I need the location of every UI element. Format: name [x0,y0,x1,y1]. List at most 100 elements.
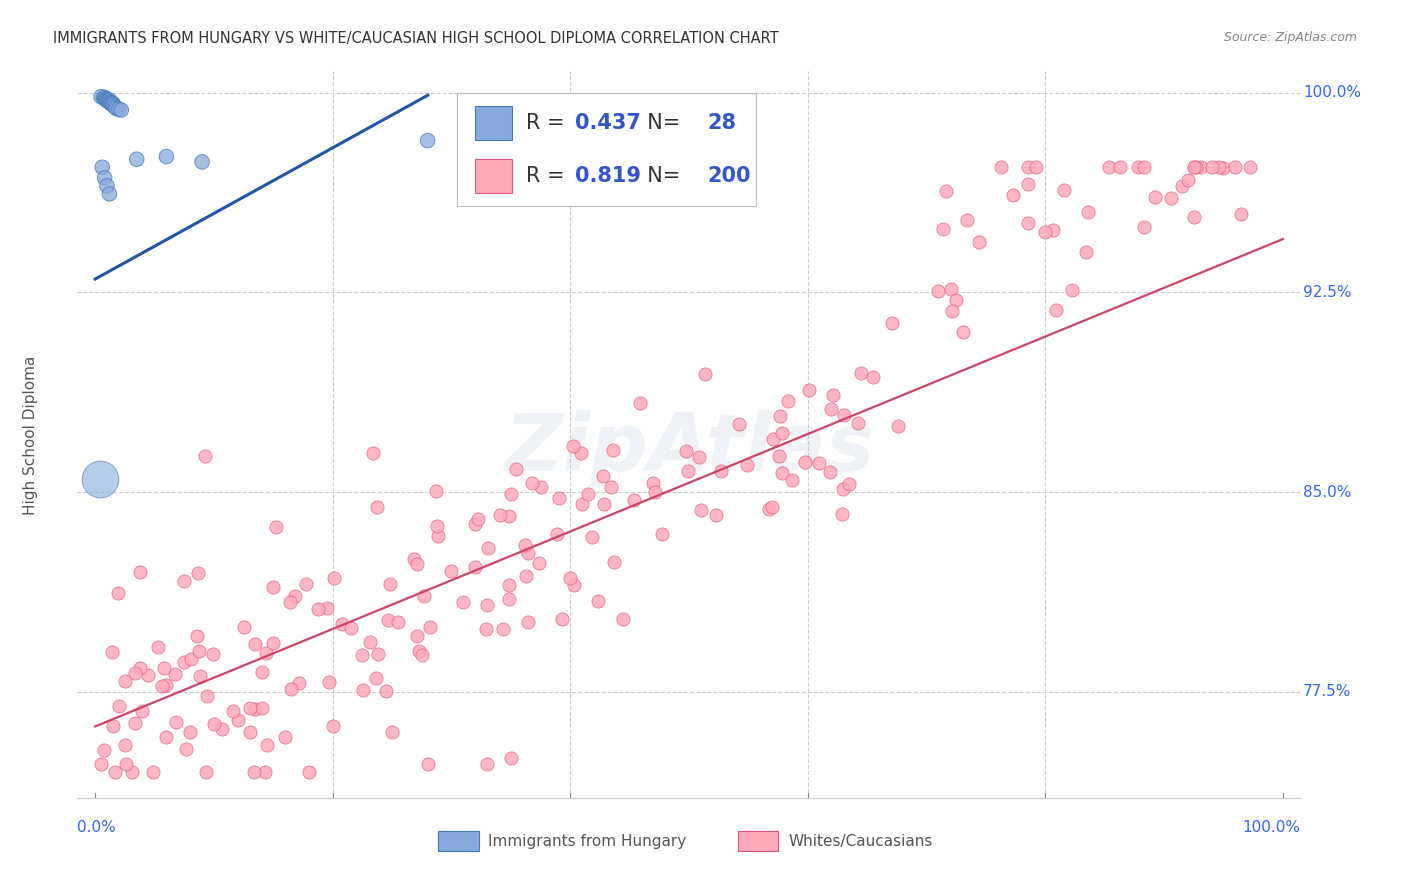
Bar [738,831,779,851]
Point [155,678,177,692]
Point [202,716,225,731]
FancyBboxPatch shape [457,93,756,206]
Point [939,282,962,296]
Point [776,394,799,409]
Point [129,566,152,580]
Point [498,591,520,606]
Point [1045,303,1067,318]
Point [477,541,499,555]
Point [98,186,121,201]
Point [769,409,792,423]
Point [475,622,498,636]
Point [547,491,569,505]
Point [440,565,463,579]
Point [1177,173,1199,187]
Point [107,586,129,600]
Point [105,102,128,116]
Point [475,756,498,771]
Point [146,640,169,654]
Text: N=: N= [634,113,688,133]
Point [451,595,474,609]
Point [492,623,515,637]
Point [1230,207,1253,221]
Point [174,742,197,756]
Point [406,557,429,571]
Point [612,612,634,626]
Point [1182,160,1205,174]
Point [887,418,910,433]
Point [1160,191,1182,205]
Point [155,150,177,164]
Point [780,473,803,487]
Point [142,764,165,779]
Point [520,476,543,491]
Point [91,160,114,174]
Point [98,93,121,107]
Point [103,764,125,779]
Point [284,589,307,603]
Point [688,450,710,464]
Text: N=: N= [634,166,688,186]
Point [576,487,599,501]
Point [114,757,136,772]
Point [256,738,278,752]
Point [425,483,447,498]
Point [602,443,624,458]
Point [628,395,651,409]
Point [295,577,318,591]
Point [592,469,614,483]
Point [173,574,195,588]
Point [1182,210,1205,224]
Point [90,756,112,771]
Point [499,487,522,501]
Point [1042,223,1064,237]
Text: Source: ZipAtlas.com: Source: ZipAtlas.com [1223,31,1357,45]
Point [735,458,758,473]
Point [153,661,176,675]
Point [387,615,409,629]
Point [1133,220,1156,235]
Point [274,730,297,744]
Point [427,529,450,543]
Point [945,293,967,308]
Bar [439,831,478,851]
Text: High School Diploma: High School Diploma [24,355,38,515]
Point [194,449,217,463]
Point [1133,160,1156,174]
Point [498,577,520,591]
Point [307,602,329,616]
Point [173,656,195,670]
Point [1033,225,1056,239]
Point [90,89,112,103]
Point [378,577,401,591]
Point [89,472,111,486]
Point [330,617,353,632]
Point [211,722,233,736]
Point [1126,160,1149,174]
Point [238,701,260,715]
Point [94,92,117,106]
Point [1002,188,1025,202]
Point [98,95,121,109]
Point [180,652,202,666]
Text: R =: R = [526,113,571,133]
Point [136,667,159,681]
Point [195,690,218,704]
Point [322,719,344,733]
Point [377,613,399,627]
Point [517,615,540,629]
Point [1025,160,1047,174]
Point [114,738,136,752]
Point [222,705,245,719]
Point [728,417,751,432]
Point [413,589,436,603]
Point [101,719,124,733]
Point [862,370,884,384]
Point [550,612,572,626]
Point [967,235,990,249]
Point [602,555,624,569]
Point [125,153,148,167]
Point [121,764,143,779]
Point [100,95,122,110]
Point [359,635,381,649]
